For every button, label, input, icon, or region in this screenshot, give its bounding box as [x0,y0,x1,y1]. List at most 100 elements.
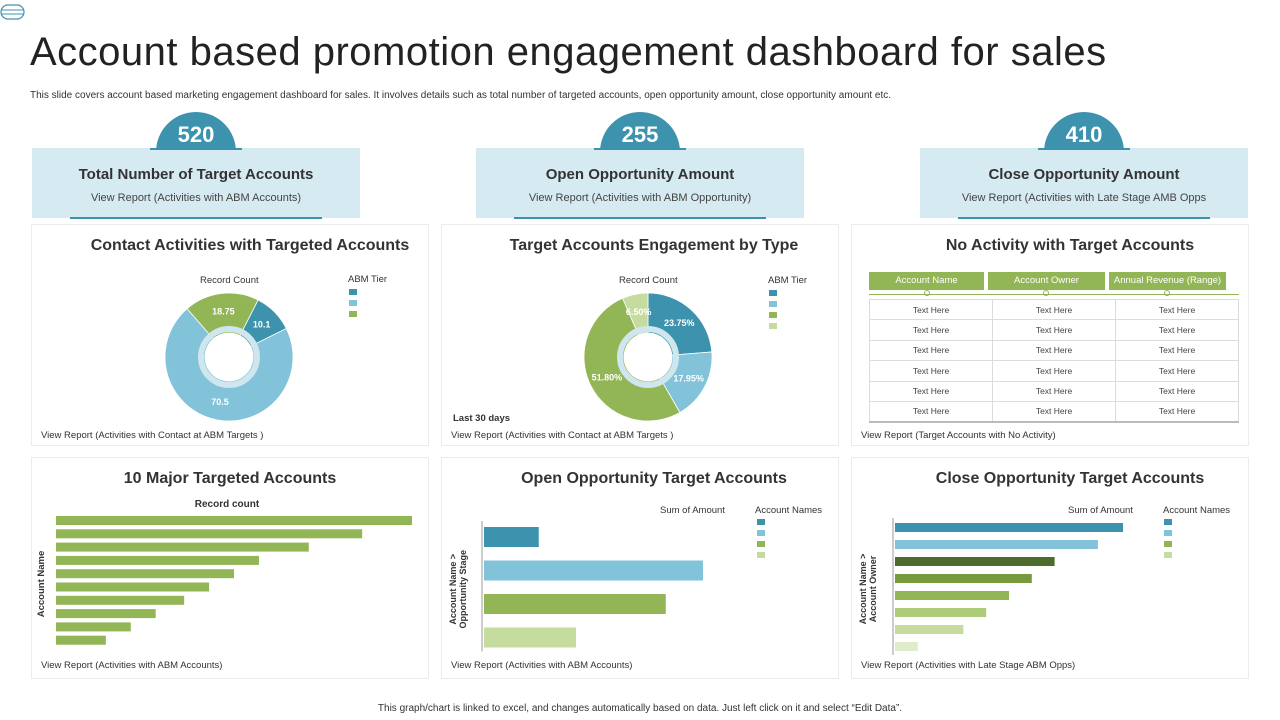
kpi-underline [958,217,1210,219]
legend-swatch [349,300,357,306]
panel-report-link[interactable]: View Report (Activities with Contact at … [451,430,674,441]
header-label: Account Name [895,275,958,286]
bar [56,542,309,552]
panel-title: Close Opportunity Target Accounts [935,470,1205,487]
kpi-value: 520 [177,122,215,147]
panel-major-targeted-accounts: 10 Major Targeted Accounts Record count A… [31,457,429,679]
table-cell: Text Here [869,339,993,362]
kpi-value: 410 [1065,122,1103,147]
pie-data-label: 17.95% [673,373,704,383]
table-cell: Text Here [869,360,993,382]
y-axis-label: Account Name >Opportunity Stage [448,550,468,629]
kpi-open-opportunity-amount: Open Opportunity Amount View Report (Act… [476,110,804,220]
bar-chart-close-opportunity[interactable]: Account Name >Account Owner [852,518,1248,658]
slide-tab-icon [0,4,25,20]
legend-swatch [757,541,765,547]
kpi-underline [514,217,766,219]
panel-report-link[interactable]: View Report (Activities with ABM Account… [451,660,633,671]
legend-swatch [1164,530,1172,536]
table-cell: Text Here [992,298,1116,321]
legend-swatch [1164,519,1172,525]
bar [56,555,259,565]
pie-data-label: 18.75 [212,306,235,316]
panel-engagement-by-type: Target Accounts Engagement by Type Recor… [441,224,839,446]
table-row: Text Here Text Here Text Here [869,380,1239,402]
legend-swatch [769,290,777,296]
table-row: Text Here Text Here Text Here [869,319,1239,341]
kpi-underline [70,217,322,219]
bar [895,642,918,651]
pie-data-label: 6.50% [626,307,652,317]
bar [56,516,412,525]
table-cell: Text Here [1115,339,1239,362]
kpi-label: Close Opportunity Amount [988,166,1180,183]
kpi-report-link[interactable]: View Report (Activities with ABM Account… [90,192,302,204]
table-cell: Text Here [1115,319,1239,341]
kpi-close-opportunity-amount: Close Opportunity Amount View Report (Ac… [920,110,1248,220]
table-row: Text Here Text Here Text Here [869,400,1239,423]
table-cell: Text Here [869,298,993,321]
y-axis-label-line: Account Name > [858,554,868,625]
table-cell: Text Here [869,319,993,341]
donut-chart-engagement[interactable]: 23.75% 17.95% 51.80% 6.50% [578,287,718,427]
panel-title: Target Accounts Engagement by Type [509,237,799,254]
legend-swatch [757,530,765,536]
y-axis-label-line: Opportunity Stage [458,550,468,629]
bar [895,591,1009,600]
chart-title: Record count [195,499,260,510]
panel-title: Contact Activities with Targeted Account… [90,237,410,254]
y-axis-label: Account Name >Account Owner [858,554,878,625]
panel-report-link[interactable]: View Report (Activities with Late Stage … [861,660,1076,671]
bar-chart-open-opportunity[interactable]: Account Name >Opportunity Stage [442,518,838,658]
bar-chart-major[interactable]: Record count Account Name [32,494,428,659]
table-body: Text Here Text Here Text Here Text Here Text… [869,298,1239,423]
pie-data-label: 23.75% [664,318,695,328]
header-marker [1164,290,1170,296]
donut-chart-contact[interactable]: 10.1 70.5 18.75 [159,287,299,427]
pie-slice [164,308,294,422]
bar [484,560,703,581]
legend-swatch [769,301,777,307]
legend-swatch [349,289,357,295]
panel-title: 10 Major Targeted Accounts [123,470,337,487]
value-axis-label: Sum of Amount [1068,505,1133,516]
pie-data-label: 51.80% [592,373,623,383]
table-cell: Text Here [1115,400,1239,423]
bar [484,594,666,614]
panel-report-link[interactable]: View Report (Activities with ABM Account… [41,660,223,671]
bar [895,574,1032,583]
panel-contact-activities: Contact Activities with Targeted Account… [31,224,429,446]
header-marker [924,290,930,296]
table-cell: Text Here [992,339,1116,362]
pie-slice [622,292,649,336]
kpi-label: Total Number of Target Accounts [78,166,314,183]
bar [56,529,363,539]
page-title: Account based promotion engagement dashb… [30,30,1107,74]
kpi-report-link[interactable]: View Report (Activities with ABM Opportu… [528,192,752,204]
panel-open-opportunity: Open Opportunity Target Accounts Sum of … [441,457,839,679]
kpi-report-link[interactable]: View Report (Activities with Late Stage … [961,192,1207,204]
table-header-account-owner[interactable]: Account Owner [988,272,1105,296]
kpi-box: Close Opportunity Amount View Report (Ac… [920,148,1248,219]
panel-title: Open Opportunity Target Accounts [521,470,787,487]
y-axis-label: Account Name [36,551,47,618]
chart-title: Record Count [619,275,678,286]
bar [484,627,576,648]
table-cell: Text Here [992,360,1116,382]
bar [56,635,106,645]
legend-swatch [1164,552,1172,558]
value-axis-label: Sum of Amount [660,505,725,516]
page-subtitle: This slide covers account based marketin… [30,90,892,101]
table-cell: Text Here [1115,380,1239,402]
table-header-annual-revenue[interactable]: Annual Revenue (Range) [1109,272,1226,296]
table-header-account-name[interactable]: Account Name [869,272,984,296]
table-cell: Text Here [992,319,1116,341]
panel-report-link[interactable]: View Report (Activities with Contact at … [41,430,264,441]
donut-inner-ring [617,326,679,388]
table-header-row: Account Name Account Owner Annual Revenu… [869,272,1226,296]
pie-data-label: 70.5 [211,397,229,407]
kpi-label: Open Opportunity Amount [545,166,735,183]
header-divider [869,294,1239,295]
panel-report-link[interactable]: View Report (Target Accounts with No Act… [861,430,1056,441]
legend-title: ABM Tier [768,275,808,286]
